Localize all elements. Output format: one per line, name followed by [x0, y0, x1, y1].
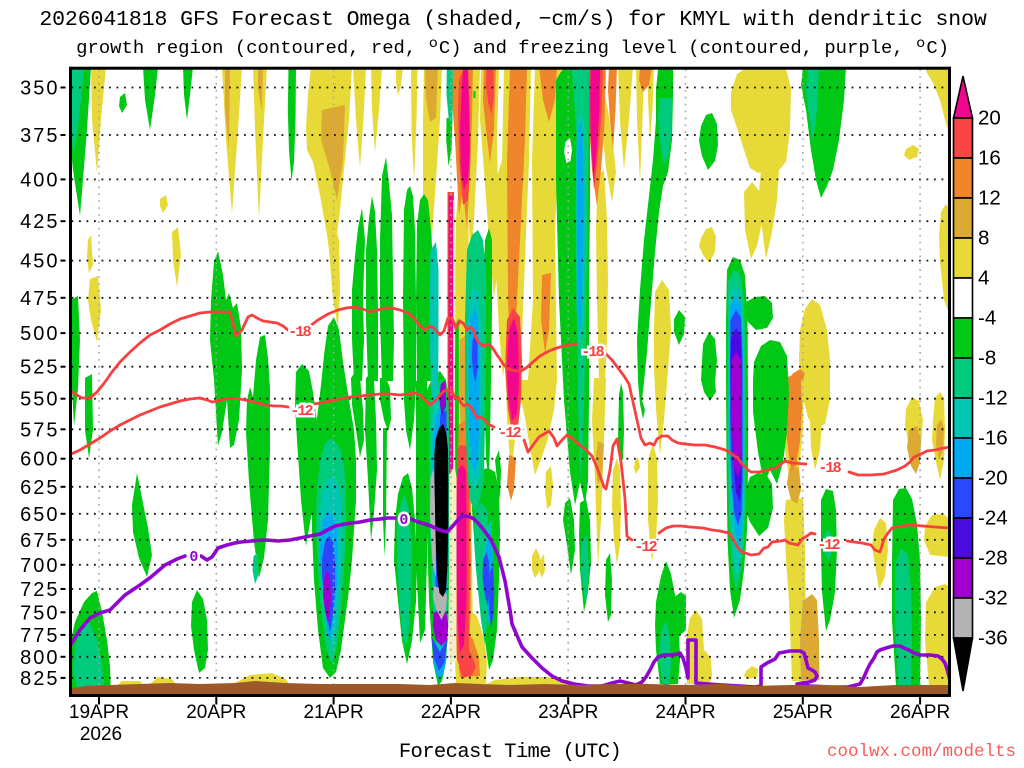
svg-text:825: 825 — [20, 668, 59, 690]
svg-text:575: 575 — [20, 419, 59, 441]
svg-text:-18: -18 — [581, 344, 604, 361]
svg-text:22APR: 22APR — [421, 702, 481, 723]
svg-text:450: 450 — [20, 251, 59, 273]
svg-text:growth region (contoured, red,: growth region (contoured, red, ºC) and f… — [76, 37, 949, 59]
svg-text:coolwx.com/modelts: coolwx.com/modelts — [827, 742, 1016, 762]
svg-text:525: 525 — [20, 357, 59, 379]
svg-text:675: 675 — [20, 530, 59, 552]
svg-text:475: 475 — [20, 288, 59, 310]
svg-text:-20: -20 — [978, 467, 1008, 490]
svg-text:-16: -16 — [978, 427, 1008, 450]
svg-text:-12: -12 — [290, 403, 313, 420]
svg-text:-32: -32 — [978, 587, 1008, 610]
svg-text:350: 350 — [20, 78, 59, 100]
svg-text:800: 800 — [20, 647, 59, 669]
svg-text:16: 16 — [978, 147, 1001, 170]
svg-text:-18: -18 — [288, 324, 311, 341]
svg-text:-24: -24 — [978, 507, 1008, 530]
svg-text:400: 400 — [20, 169, 59, 191]
svg-text:19APR: 19APR — [69, 702, 129, 723]
svg-text:Forecast Time (UTC): Forecast Time (UTC) — [399, 741, 621, 764]
svg-text:500: 500 — [20, 323, 59, 345]
svg-text:-18: -18 — [818, 460, 841, 477]
svg-text:-4: -4 — [978, 307, 996, 330]
svg-text:20: 20 — [978, 107, 1001, 130]
svg-text:26APR: 26APR — [890, 702, 950, 723]
svg-text:625: 625 — [20, 477, 59, 499]
svg-text:425: 425 — [20, 211, 59, 233]
svg-text:-12: -12 — [634, 539, 657, 556]
svg-text:-12: -12 — [978, 387, 1008, 410]
svg-text:-8: -8 — [978, 347, 996, 370]
svg-text:20APR: 20APR — [186, 702, 246, 723]
svg-text:2026: 2026 — [80, 724, 122, 745]
svg-text:-12: -12 — [817, 537, 840, 554]
svg-text:775: 775 — [20, 625, 59, 647]
svg-text:12: 12 — [978, 187, 1001, 210]
svg-text:375: 375 — [20, 125, 59, 147]
svg-text:750: 750 — [20, 602, 59, 624]
svg-text:25APR: 25APR — [773, 702, 833, 723]
svg-text:-36: -36 — [978, 627, 1008, 650]
svg-text:700: 700 — [20, 555, 59, 577]
svg-text:-28: -28 — [978, 547, 1008, 570]
svg-text:2026041818 GFS Forecast Omega: 2026041818 GFS Forecast Omega (shaded, −… — [39, 8, 987, 32]
svg-text:725: 725 — [20, 579, 59, 601]
svg-text:4: 4 — [978, 267, 989, 290]
svg-text:600: 600 — [20, 449, 59, 471]
svg-text:23APR: 23APR — [538, 702, 598, 723]
svg-text:8: 8 — [978, 227, 989, 250]
svg-text:-12: -12 — [498, 425, 521, 442]
svg-text:21APR: 21APR — [303, 702, 363, 723]
svg-text:24APR: 24APR — [655, 702, 715, 723]
svg-text:550: 550 — [20, 389, 59, 411]
svg-text:650: 650 — [20, 504, 59, 526]
